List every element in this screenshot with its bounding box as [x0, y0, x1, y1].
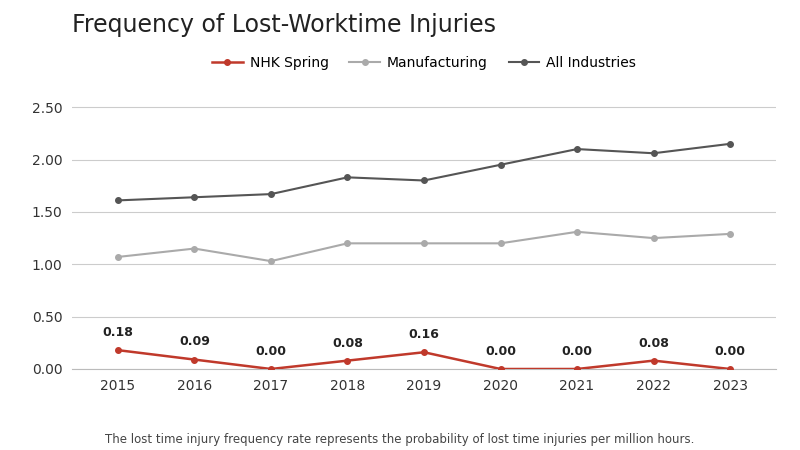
Text: 0.08: 0.08 [332, 337, 363, 350]
Text: The lost time injury frequency rate represents the probability of lost time inju: The lost time injury frequency rate repr… [106, 432, 694, 446]
Text: 0.09: 0.09 [179, 335, 210, 348]
Text: 0.00: 0.00 [714, 345, 746, 358]
Text: 0.00: 0.00 [485, 345, 516, 358]
Text: 0.18: 0.18 [102, 326, 134, 339]
Text: 0.00: 0.00 [562, 345, 593, 358]
Text: Frequency of Lost-Worktime Injuries: Frequency of Lost-Worktime Injuries [72, 14, 496, 37]
Legend: NHK Spring, Manufacturing, All Industries: NHK Spring, Manufacturing, All Industrie… [206, 50, 642, 76]
Text: 0.00: 0.00 [255, 345, 286, 358]
Text: 0.16: 0.16 [409, 328, 439, 341]
Text: 0.08: 0.08 [638, 337, 669, 350]
